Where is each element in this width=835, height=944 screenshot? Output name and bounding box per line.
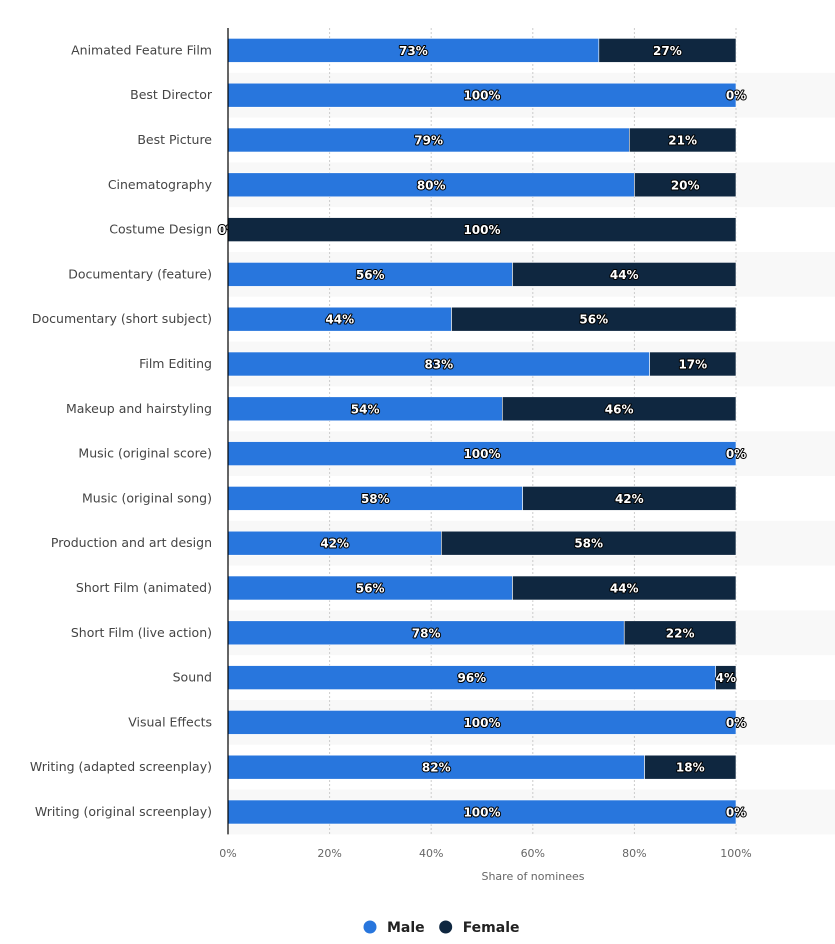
bar-male [227,620,625,646]
category-label: Cinematography [108,177,213,192]
data-label: 83% [424,358,453,372]
bar-female [512,262,737,287]
data-label: 42% [615,492,644,506]
bar-female [634,172,737,198]
category-label: Music (original score) [78,446,212,461]
bar-female [644,754,737,780]
data-label: 56% [356,268,385,282]
data-label: 0% [726,806,746,820]
data-label: 54% [351,402,380,416]
legend-label: Male [387,920,425,936]
bar-male [227,575,513,601]
data-label: 58% [574,537,603,551]
data-label: 46% [605,402,634,416]
data-label: 0% [726,447,746,461]
category-label: Best Director [130,87,213,102]
x-tick-label: 100% [720,847,751,860]
data-label: 100% [463,89,500,103]
bar-male [227,710,737,735]
data-label: 96% [457,671,486,685]
category-label: Animated Feature Film [71,42,212,57]
category-label: Writing (adapted screenplay) [30,759,212,774]
category-label: Production and art design [51,535,212,550]
category-label: Sound [173,670,212,685]
data-label: 22% [666,626,695,640]
bar-male [227,306,452,332]
bar-female [623,620,737,646]
data-label: 78% [412,626,441,640]
bar-female [512,575,737,601]
legend-marker-female [439,920,453,934]
x-tick-label: 0% [219,847,236,860]
x-tick-label: 80% [622,847,646,860]
data-label: 42% [320,537,349,551]
data-label: 79% [414,134,443,148]
category-label: Visual Effects [128,714,212,729]
category-label: Short Film (live action) [71,625,212,640]
x-tick-label: 20% [317,847,341,860]
data-label: 18% [676,761,705,775]
data-label: 100% [463,806,500,820]
bar-female [715,665,737,690]
bar-female [598,38,737,63]
data-label: 17% [678,358,707,372]
data-label: 56% [356,582,385,596]
bar-female [441,530,737,556]
data-label: 44% [610,582,639,596]
data-label: 100% [463,447,500,461]
category-label: Music (original song) [82,490,212,505]
bar-female [451,306,737,332]
category-label: Best Picture [137,132,212,147]
bar-male [227,799,737,825]
data-label: 27% [653,44,682,58]
data-label: 73% [399,44,428,58]
data-label: 21% [668,134,697,148]
category-label: Makeup and hairstyling [66,401,212,416]
bar-female [649,351,737,377]
bar-male [227,38,600,63]
data-label: 100% [463,716,500,730]
data-label: 82% [422,761,451,775]
data-label: 56% [579,313,608,327]
x-axis-title: Share of nominees [481,870,584,883]
category-label: Short Film (animated) [76,580,212,595]
category-label: Documentary (short subject) [32,311,212,326]
category-label: Costume Design [109,222,212,237]
bar-female [502,396,737,422]
bar-male [227,754,645,780]
x-tick-label: 60% [521,847,545,860]
data-label: 100% [463,223,500,237]
bar-female [227,217,737,242]
data-label: 20% [671,178,700,192]
legend-label: Female [463,920,520,936]
bar-female [629,127,737,153]
bar-male [227,530,442,556]
bar-male [227,486,523,511]
x-tick-label: 40% [419,847,443,860]
bar-male [227,396,503,422]
bar-male [227,172,635,198]
data-label: 4% [716,671,736,685]
data-label: 0% [726,89,746,103]
data-label: 80% [417,178,446,192]
bar-male [227,82,737,108]
data-label: 0% [726,716,746,730]
bar-female [522,486,737,511]
category-label: Writing (original screenplay) [35,804,212,819]
category-label: Film Editing [139,356,212,371]
data-label: 58% [361,492,390,506]
legend-marker-male [363,920,377,934]
category-label: Documentary (feature) [68,266,212,281]
data-label: 44% [325,313,354,327]
data-label: 44% [610,268,639,282]
